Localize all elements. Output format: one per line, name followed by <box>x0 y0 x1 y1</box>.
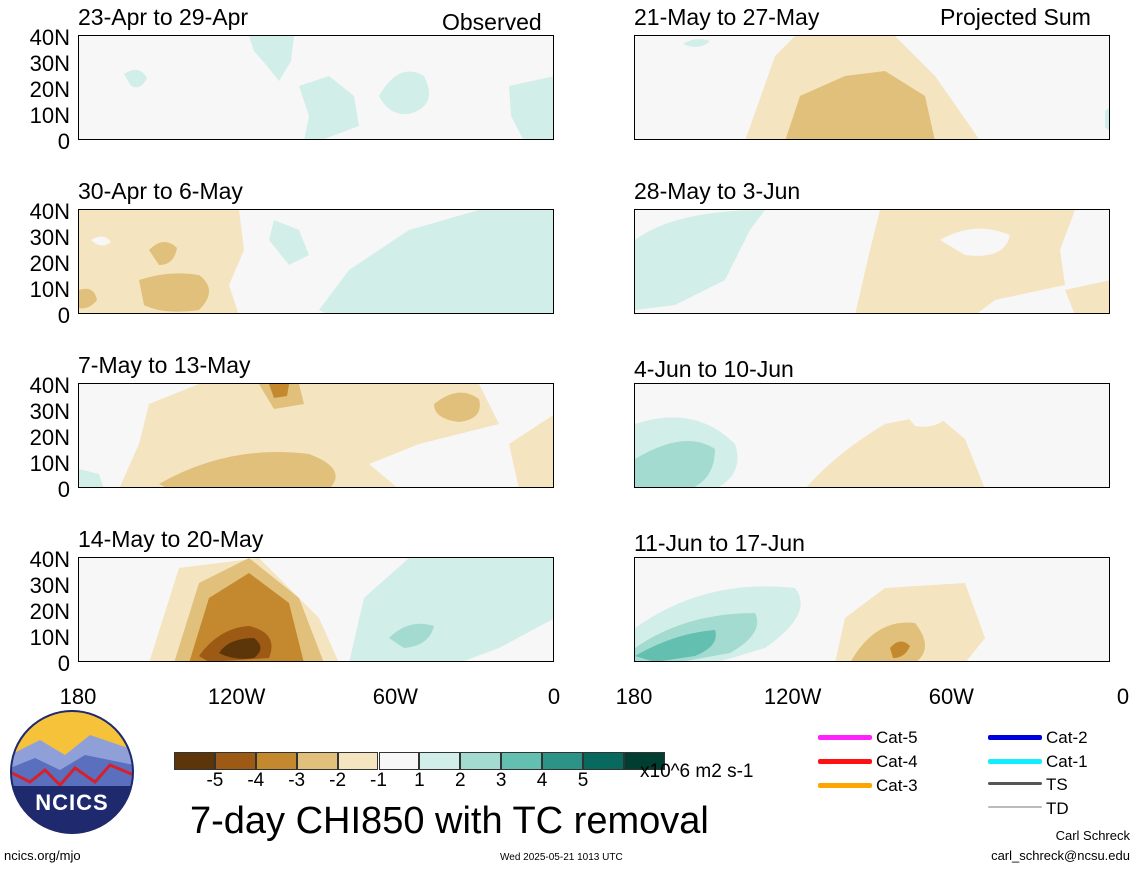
panel-title-3: 7-May to 13-May <box>78 352 251 378</box>
lon-label: 120W <box>207 684 266 709</box>
tc-legend-label: Cat-5 <box>876 728 918 747</box>
colorbar-swatch <box>174 752 215 770</box>
colorbar-swatch <box>419 752 461 770</box>
map-panel-7 <box>634 383 1110 488</box>
panel-title-6: 28-May to 3-Jun <box>634 178 801 204</box>
lat-label: 20N <box>29 77 70 102</box>
map-panel-2 <box>78 209 554 314</box>
tc-legend-label: TD <box>1046 799 1069 818</box>
colorbar-label: -2 <box>329 770 347 791</box>
map-panel-8 <box>634 557 1110 662</box>
colorbar-label: -5 <box>206 770 224 791</box>
footer-email[interactable]: carl_schreck@ncsu.edu <box>991 848 1130 863</box>
lat-label: 40N <box>29 199 70 224</box>
colorbar-swatch <box>296 752 338 770</box>
tc-legend-line <box>818 783 872 788</box>
colorbar-label: -3 <box>288 770 306 791</box>
colorbar-swatch <box>501 752 543 770</box>
lat-label: 30N <box>29 225 70 250</box>
lat-label: 30N <box>29 51 70 76</box>
colorbar-swatch <box>337 752 379 770</box>
panel-title-7: 4-Jun to 10-Jun <box>634 356 794 382</box>
footer-author: Carl Schreck <box>1055 828 1130 843</box>
main-title: 7-day CHI850 with TC removal <box>190 800 709 842</box>
map-panel-4 <box>78 557 554 662</box>
colorbar-label: -1 <box>370 770 387 791</box>
lon-label: 0 <box>1116 684 1130 709</box>
lon-label: 60W <box>372 684 418 709</box>
colorbar-swatch <box>623 752 665 770</box>
tc-legend-label: Cat-1 <box>1046 752 1088 771</box>
lat-label: 0 <box>57 129 70 154</box>
tc-legend-line <box>988 759 1042 764</box>
tc-legend-label: Cat-3 <box>876 776 918 795</box>
lat-label: 10N <box>29 451 70 476</box>
map-panel-1 <box>78 35 554 140</box>
colorbar-swatch <box>255 752 297 770</box>
colorbar-label: 4 <box>536 770 548 791</box>
lat-label: 10N <box>29 625 70 650</box>
colorbar-swatch <box>460 752 502 770</box>
panel-title-4: 14-May to 20-May <box>78 526 264 552</box>
tc-legend-line <box>818 735 872 740</box>
lat-label: 0 <box>57 651 70 676</box>
tc-legend-line <box>988 806 1042 808</box>
tc-legend-line <box>988 782 1042 785</box>
colorbar-label: -4 <box>247 770 265 791</box>
colorbar-swatch <box>583 752 624 770</box>
observed-label: Observed <box>442 9 542 35</box>
logo-text: NCICS <box>35 790 109 815</box>
panel-title-5: 21-May to 27-May <box>634 4 820 30</box>
lat-label: 20N <box>29 251 70 276</box>
lat-label: 40N <box>29 25 70 50</box>
lat-label: 30N <box>29 573 70 598</box>
tc-legend-label: TS <box>1046 775 1068 794</box>
lat-label: 0 <box>57 477 70 502</box>
colorbar-label: 5 <box>577 770 589 791</box>
lat-label: 40N <box>29 373 70 398</box>
map-panel-5 <box>634 35 1110 140</box>
footer-timestamp: Wed 2025-05-21 1013 UTC <box>500 852 623 863</box>
panel-title-2: 30-Apr to 6-May <box>78 178 243 204</box>
projected-sum-label: Projected Sum <box>940 4 1091 30</box>
lon-label: 0 <box>547 684 561 709</box>
colorbar-label: 2 <box>455 770 466 791</box>
lat-label: 20N <box>29 599 70 624</box>
footer-url[interactable]: ncics.org/mjo <box>4 848 81 863</box>
lat-label: 30N <box>29 399 70 424</box>
colorbar-units: x10^6 m2 s-1 <box>640 761 754 782</box>
lat-label: 10N <box>29 103 70 128</box>
colorbar-swatch <box>378 752 420 770</box>
lon-label: 180 <box>615 684 653 709</box>
ncics-logo: NCICS <box>10 710 134 834</box>
map-panel-3 <box>78 383 554 488</box>
tc-legend-label: Cat-4 <box>876 752 918 771</box>
colorbar-swatch <box>542 752 583 770</box>
lat-label: 0 <box>57 303 70 328</box>
lon-label: 120W <box>763 684 822 709</box>
tc-legend-line <box>818 759 872 764</box>
colorbar-swatch <box>214 752 256 770</box>
tc-legend-label: Cat-2 <box>1046 728 1088 747</box>
lat-label: 10N <box>29 277 70 302</box>
lat-label: 40N <box>29 547 70 572</box>
lat-label: 20N <box>29 425 70 450</box>
colorbar-label: 1 <box>414 770 425 791</box>
panel-title-8: 11-Jun to 17-Jun <box>634 530 805 556</box>
tc-legend-line <box>988 735 1042 740</box>
lon-label: 180 <box>59 684 97 709</box>
panel-title-1: 23-Apr to 29-Apr <box>78 4 249 30</box>
lon-label: 60W <box>928 684 974 709</box>
colorbar-label: 3 <box>495 770 507 791</box>
map-panel-6 <box>634 209 1110 314</box>
